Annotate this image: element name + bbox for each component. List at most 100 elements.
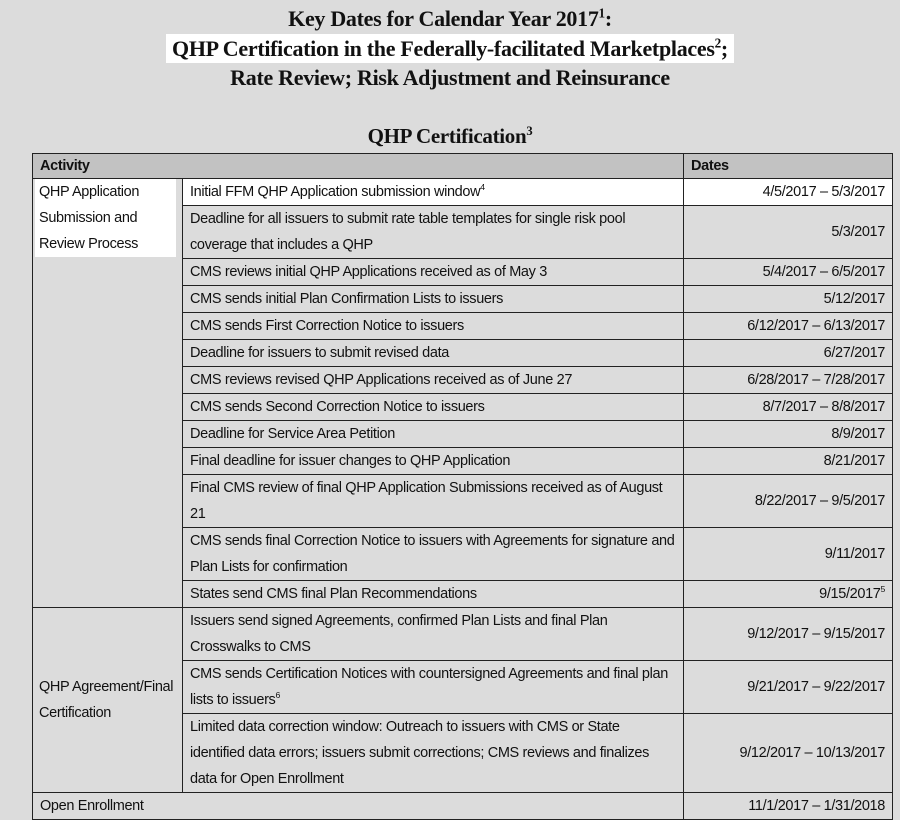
title-punct: ; [720,36,728,61]
group-name-cell: QHP Application Submission and Review Pr… [32,178,183,608]
activity-cell: CMS sends initial Plan Confirmation List… [182,285,684,313]
activity-text: Limited data correction window: Outreach… [190,719,649,787]
activity-cell: Limited data correction window: Outreach… [182,713,684,793]
doc-title-line3: Rate Review; Risk Adjustment and Reinsur… [230,65,670,90]
table-row: CMS reviews revised QHP Applications rec… [33,366,893,394]
table-row-open-enrollment: Open Enrollment 11/1/2017 – 1/31/2018 [32,792,893,820]
dates-text: 9/12/2017 – 9/15/2017 [747,626,885,642]
dates-text: 5/3/2017 [831,224,885,240]
activity-cell: Initial FFM QHP Application submission w… [182,178,684,206]
table-row: CMS sends Second Correction Notice to is… [33,393,893,421]
dates-text: 8/22/2017 – 9/5/2017 [754,493,885,509]
dates-text: 5/12/2017 [823,291,886,307]
activity-text: CMS reviews initial QHP Applications rec… [190,264,547,280]
activity-text: Deadline for all issuers to submit rate … [190,211,626,253]
dates-text: 6/12/2017 – 6/13/2017 [747,318,885,334]
dates-text: 6/28/2017 – 7/28/2017 [747,372,885,388]
dates-cell: 6/12/2017 – 6/13/2017 [683,312,893,340]
activity-text: CMS reviews revised QHP Applications rec… [190,372,573,388]
dates-cell: 9/21/2017 – 9/22/2017 [683,660,893,714]
table-row: QHP Agreement/Final Certification Issuers… [32,607,893,793]
section-title-text: QHP Certification [367,124,527,148]
table-row: Limited data correction window: Outreach… [33,713,893,793]
dates-cell: 6/27/2017 [683,339,893,367]
table-row: CMS sends First Correction Notice to iss… [33,312,893,340]
dates-cell: 8/9/2017 [683,420,893,448]
dates-text: 8/7/2017 – 8/8/2017 [762,399,886,415]
activity-cell: CMS sends Second Correction Notice to is… [182,393,684,421]
dates-text: 6/27/2017 [823,345,886,361]
activity-cell: Open Enrollment [32,792,684,820]
dates-cell: 6/28/2017 – 7/28/2017 [683,366,893,394]
dates-cell: 8/22/2017 – 9/5/2017 [683,474,893,528]
doc-title-line2: QHP Certification in the Federally-facil… [0,34,900,64]
activity-text: CMS sends Second Correction Notice to is… [190,399,485,415]
activity-text: States send CMS final Plan Recommendatio… [190,586,477,602]
footnote-ref: 3 [526,124,533,138]
dates-text: 9/11/2017 [824,546,886,562]
dates-cell: 5/3/2017 [683,205,893,259]
group-name: QHP Application Submission and Review Pr… [35,179,176,257]
group-name: QHP Agreement/Final Certification [39,679,174,721]
dates-cell: 9/12/2017 – 9/15/2017 [683,607,893,661]
title-punct: : [604,6,612,31]
dates-text: 8/9/2017 [831,426,885,442]
table-row: QHP Application Submission and Review Pr… [32,178,893,608]
activity-cell: Deadline for issuers to submit revised d… [182,339,684,367]
activity-text: CMS sends Certification Notices with cou… [190,666,668,708]
activity-cell: CMS sends First Correction Notice to iss… [182,312,684,340]
dates-text: 8/21/2017 [823,453,886,469]
table-row: CMS reviews initial QHP Applications rec… [33,258,893,286]
footnote-ref: 5 [880,584,886,595]
activity-cell: CMS sends Certification Notices with cou… [182,660,684,714]
activity-cell: Final deadline for issuer changes to QHP… [182,447,684,475]
table-row: Final CMS review of final QHP Applicatio… [33,474,893,528]
dates-text: 4/5/2017 – 5/3/2017 [762,184,886,200]
title-text: QHP Certification in the Federally-facil… [172,36,715,61]
doc-title-line1: Key Dates for Calendar Year 20171: [0,4,900,34]
table-row: CMS sends initial Plan Confirmation List… [33,285,893,313]
dates-cell: 5/4/2017 – 6/5/2017 [683,258,893,286]
activity-text: Deadline for Service Area Petition [190,426,395,442]
activity-cell: CMS sends final Correction Notice to iss… [182,527,684,581]
activity-text: CMS sends initial Plan Confirmation List… [190,291,504,307]
header-dates: Dates [683,153,893,179]
table-row: Deadline for Service Area Petition 8/9/20… [33,420,893,448]
activity-cell: CMS reviews revised QHP Applications rec… [182,366,684,394]
footnote-ref: 4 [480,182,485,193]
footnote-ref: 1 [598,5,606,21]
section-title: QHP Certification3 [0,121,900,151]
dates-cell: 5/12/2017 [683,285,893,313]
header-activity: Activity [32,153,684,179]
activity-text: Initial FFM QHP Application submission w… [190,184,481,200]
dates-cell: 8/7/2017 – 8/8/2017 [683,393,893,421]
activity-cell: Final CMS review of final QHP Applicatio… [182,474,684,528]
activity-cell: States send CMS final Plan Recommendatio… [182,580,684,608]
table-row: Deadline for all issuers to submit rate … [33,205,893,259]
activity-text: CMS sends First Correction Notice to iss… [190,318,464,334]
dates-text: 9/21/2017 – 9/22/2017 [747,679,885,695]
table-row: Deadline for issuers to submit revised d… [33,339,893,367]
activity-cell: Issuers send signed Agreements, confirme… [182,607,684,661]
footnote-ref: 6 [275,690,280,701]
footnote-ref: 2 [714,35,722,51]
dates-cell: 11/1/2017 – 1/31/2018 [683,792,893,820]
table-row: CMS sends Certification Notices with cou… [33,660,893,714]
dates-cell: 9/12/2017 – 10/13/2017 [683,713,893,793]
activity-text: Deadline for issuers to submit revised d… [190,345,449,361]
title-text: Key Dates for Calendar Year 2017 [288,6,599,31]
table-row: Final deadline for issuer changes to QHP… [33,447,893,475]
activity-cell: Deadline for Service Area Petition [182,420,684,448]
dates-cell: 4/5/2017 – 5/3/2017 [683,178,893,206]
activity-text: CMS sends final Correction Notice to iss… [190,533,675,575]
activity-text: Issuers send signed Agreements, confirme… [190,613,608,655]
dates-text: 5/4/2017 – 6/5/2017 [762,264,886,280]
dates-text: 9/15/2017 [819,586,881,602]
dates-text: 9/12/2017 – 10/13/2017 [739,745,886,761]
activity-cell: Deadline for all issuers to submit rate … [182,205,684,259]
table-header-row: Activity Dates [32,153,893,179]
activity-cell: CMS reviews initial QHP Applications rec… [182,258,684,286]
dates-cell: 9/11/2017 [683,527,893,581]
dates-cell: 8/21/2017 [683,447,893,475]
activity-text: Final CMS review of final QHP Applicatio… [190,480,663,522]
